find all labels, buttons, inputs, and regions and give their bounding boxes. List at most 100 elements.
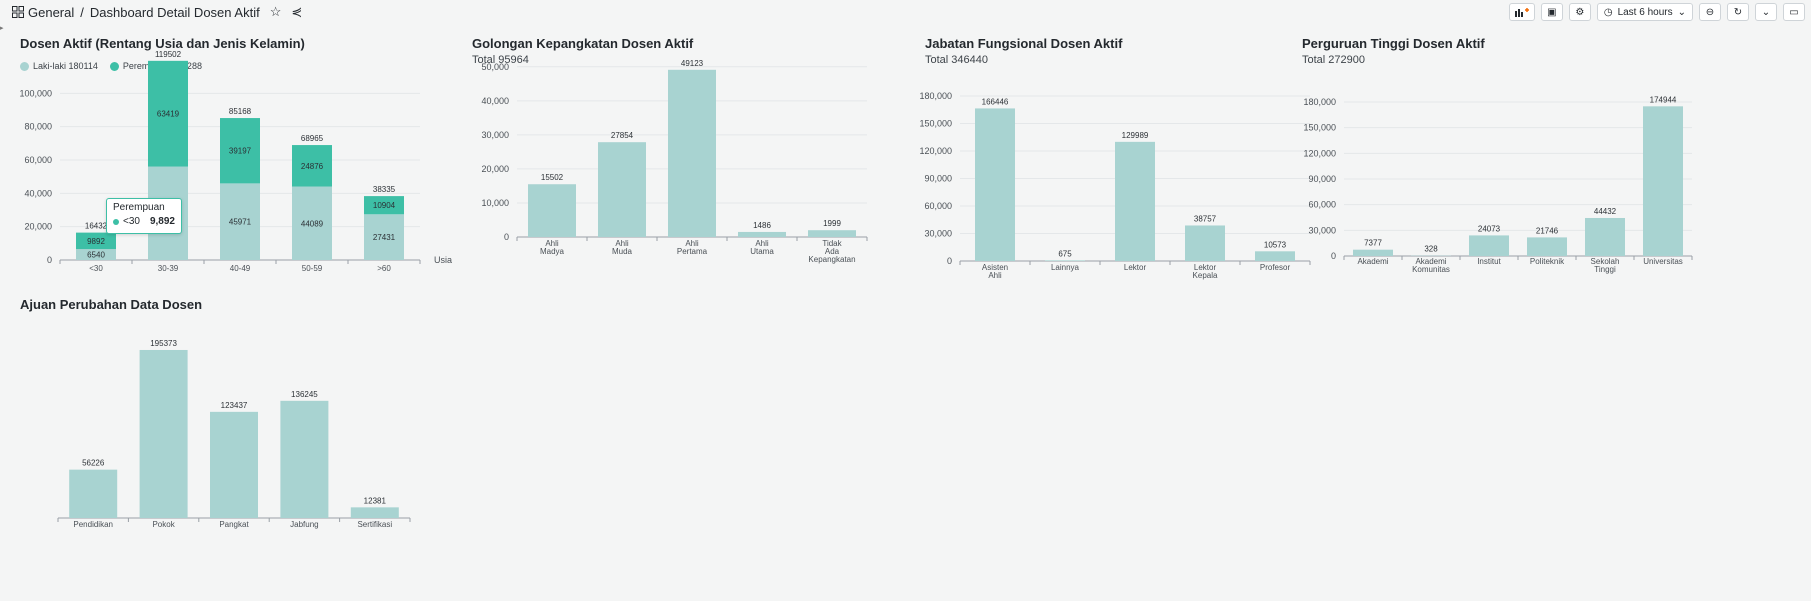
tooltip-title: Perempuan [113,202,165,213]
bar [1527,237,1567,256]
legend-swatch [20,61,29,71]
segment-value-label: 9892 [87,237,105,246]
x-category-label: Ahli [988,271,1002,280]
y-tick-label: 20,000 [24,222,52,232]
time-range-label: Last 6 hours [1617,6,1673,18]
segment-value-label: 44089 [301,219,324,228]
gear-icon: ⚙ [1575,6,1585,18]
bar [738,231,786,237]
bar [1255,251,1295,261]
bar-total-label: 16432 [85,222,108,231]
y-tick-label: 0 [47,255,52,265]
x-category-label: Muda [612,247,633,256]
segment-value-label: 10904 [373,201,396,210]
x-category-label: Tidak [822,239,842,248]
bar-segment-perempuan [148,60,188,167]
y-tick-label: 100,000 [19,88,52,98]
bar [1045,260,1085,261]
bar [139,349,188,518]
bar-segment-perempuan [220,118,260,184]
settings-button[interactable]: ⚙ [1568,3,1591,21]
x-category-label: >60 [377,264,391,273]
bar-segment-perempuan [292,145,332,187]
bar-value-label: 49123 [681,59,704,68]
bar-value-label: 44432 [1594,207,1617,216]
bar [668,69,716,237]
share-icon[interactable]: ⋞ [291,4,303,19]
dashboard-grid-icon[interactable] [12,6,24,18]
monitor-icon: ▭ [1789,6,1799,18]
x-category-label: Ahli [545,239,559,248]
x-category-label: Pendidikan [73,520,113,529]
bar [1115,141,1155,261]
y-tick-label: 90,000 [924,174,952,184]
legend-item-laki[interactable]: Laki-laki 180114 [20,61,98,71]
bar-segment-laki [220,183,260,260]
tooltip-value: 9,892 [149,216,175,227]
bar-value-label: 123437 [221,401,248,410]
segment-value-label: 63419 [157,110,180,119]
x-category-label: Komunitas [1412,265,1450,274]
panel-title-usia: Dosen Aktif (Rentang Usia dan Jenis Kela… [20,36,305,51]
collapse-arrow-icon[interactable]: ▸ [0,25,4,32]
y-tick-label: 120,000 [919,146,952,156]
add-panel-icon [1514,8,1529,17]
x-category-label: Akademi [1415,257,1446,266]
y-tick-label: 60,000 [924,201,952,211]
y-tick-label: 30,000 [924,229,952,239]
panel-subtitle-jabatan: Total 346440 [925,54,988,66]
breadcrumb-root[interactable]: General [28,4,75,20]
y-tick-label: 90,000 [1308,174,1336,184]
save-dashboard-button[interactable]: ▣ [1540,3,1563,21]
y-tick-label: 80,000 [24,122,52,132]
y-tick-label: 0 [504,232,509,242]
bar-value-label: 129989 [1122,131,1149,140]
refresh-button[interactable]: ↻ [1727,3,1749,21]
tv-mode-button[interactable]: ▭ [1783,3,1805,21]
zoom-out-button[interactable]: ⊖ [1699,3,1721,21]
bar [350,507,399,518]
zoom-out-icon: ⊖ [1705,6,1715,18]
bar [1585,217,1625,256]
y-tick-label: 60,000 [1308,200,1336,210]
y-tick-label: 150,000 [919,119,952,129]
x-category-label: Politeknik [1530,257,1565,266]
segment-value-label: 24876 [301,162,324,171]
x-category-label: Lektor [1194,263,1217,272]
bar [1353,249,1393,256]
chart-tooltip: Perempuan <30 9,892 [106,198,182,234]
x-category-label: 40-49 [230,264,251,273]
x-category-label: Pangkat [219,520,249,529]
x-category-label: Universitas [1643,257,1683,266]
x-category-label: Jabfung [290,520,318,529]
bar-total-label: 68965 [301,134,324,143]
bar [598,142,646,237]
bar [1185,225,1225,261]
time-picker-button[interactable]: ◷ Last 6 hours ⌄ [1596,3,1693,21]
x-category-label: Kepala [1193,271,1218,280]
y-tick-label: 120,000 [1303,148,1336,158]
refresh-icon: ↻ [1733,6,1743,18]
bar-segment-perempuan [364,196,404,215]
y-tick-label: 0 [947,256,952,266]
refresh-interval-button[interactable]: ⌄ [1755,3,1777,21]
bar-value-label: 10573 [1264,240,1287,249]
bar [528,184,576,237]
star-icon[interactable]: ☆ [269,4,282,19]
clock-icon: ◷ [1603,6,1613,18]
x-category-label: Pokok [152,520,175,529]
bar-value-label: 21746 [1536,226,1559,235]
bar-value-label: 12381 [364,496,387,505]
y-tick-label: 40,000 [481,96,509,106]
tooltip-swatch [113,218,119,225]
x-category-label: Sertifikasi [357,520,392,529]
x-category-label: Akademi [1357,257,1388,266]
y-tick-label: 150,000 [1303,123,1336,133]
segment-value-label: 39197 [229,147,252,156]
tooltip-label: <30 [123,216,140,227]
bar [975,108,1015,261]
x-category-label: Tinggi [1594,265,1616,274]
add-panel-button[interactable] [1508,3,1535,21]
y-tick-label: 30,000 [1308,225,1336,235]
bar-total-label: 38335 [373,185,396,194]
